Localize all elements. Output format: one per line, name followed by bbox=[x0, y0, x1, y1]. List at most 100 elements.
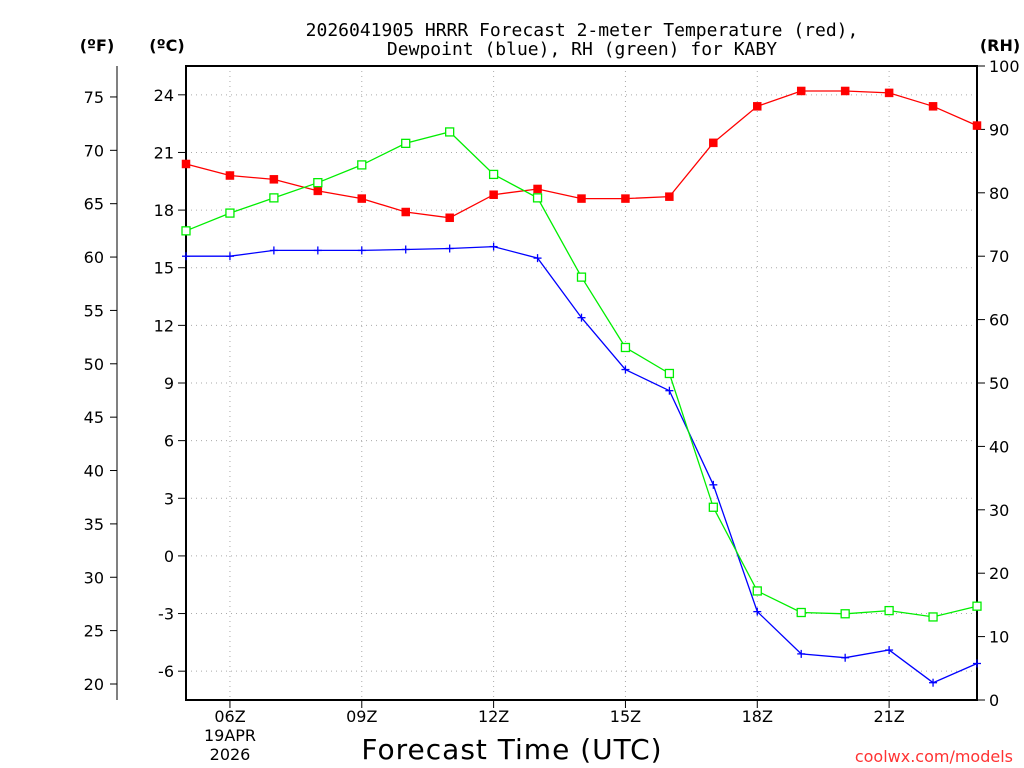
celsius-tick-label: 15 bbox=[154, 259, 174, 278]
rh-point bbox=[928, 612, 938, 622]
dewpoint-point bbox=[225, 252, 234, 261]
rh-point bbox=[225, 208, 235, 218]
dewpoint-point bbox=[621, 365, 630, 374]
chart-title-line-1: 2026041905 HRRR Forecast 2-meter Tempera… bbox=[306, 20, 859, 41]
rh-tick-label: 30 bbox=[989, 501, 1009, 520]
fahrenheit-tick-label: 35 bbox=[84, 515, 104, 534]
dewpoint-point bbox=[182, 252, 190, 261]
celsius-tick-label: -3 bbox=[158, 605, 174, 624]
temperature-point bbox=[796, 86, 806, 96]
dewpoint-point bbox=[973, 659, 981, 668]
rh-tick-label: 10 bbox=[989, 628, 1009, 647]
x-tick-label: 15Z bbox=[610, 707, 641, 726]
rh-point bbox=[972, 601, 982, 611]
rh-tick-label: 60 bbox=[989, 311, 1009, 330]
rh-point bbox=[708, 502, 718, 512]
temperature-point bbox=[401, 207, 410, 217]
temperature-point bbox=[972, 121, 982, 130]
rh-point bbox=[357, 160, 367, 170]
x-axis-title: Forecast Time (UTC) bbox=[361, 733, 662, 766]
temperature-point bbox=[621, 194, 630, 203]
dewpoint-point bbox=[577, 313, 586, 322]
rh-tick-label: 80 bbox=[989, 184, 1009, 203]
rh-point bbox=[313, 178, 323, 188]
x-tick-label: 21Z bbox=[873, 707, 904, 726]
fahrenheit-tick-label: 55 bbox=[84, 301, 104, 320]
temperature-point bbox=[665, 192, 674, 201]
fahrenheit-tick-label: 25 bbox=[84, 622, 104, 641]
celsius-tick-label: -6 bbox=[158, 662, 174, 681]
fahrenheit-tick-label: 75 bbox=[84, 88, 104, 107]
credit-label: coolwx.com/models bbox=[855, 747, 1013, 766]
rh-point bbox=[181, 226, 191, 236]
fahrenheit-tick-label: 20 bbox=[84, 675, 104, 694]
celsius-tick-label: 0 bbox=[164, 547, 174, 566]
temperature-point bbox=[269, 175, 279, 184]
celsius-tick-label: 18 bbox=[154, 201, 174, 220]
x-tick-label: 09Z bbox=[346, 707, 377, 726]
fahrenheit-tick-label: 60 bbox=[84, 248, 104, 267]
x-tick-label: 12Z bbox=[478, 707, 509, 726]
temperature-point bbox=[753, 102, 762, 111]
celsius-axis-unit: (ºC) bbox=[149, 36, 184, 55]
rh-tick-label: 100 bbox=[989, 57, 1020, 76]
x-start-label-line-2: 19APR bbox=[204, 726, 256, 745]
dewpoint-point bbox=[445, 244, 454, 253]
dewpoint-point bbox=[357, 246, 366, 255]
rh-point bbox=[620, 342, 631, 353]
fahrenheit-tick-label: 50 bbox=[84, 355, 104, 374]
rh-point bbox=[488, 169, 499, 180]
celsius-tick-label: 24 bbox=[154, 86, 174, 105]
rh-point bbox=[576, 272, 587, 282]
dewpoint-point bbox=[665, 386, 674, 395]
temperature-point bbox=[225, 171, 235, 180]
rh-tick-label: 0 bbox=[989, 691, 999, 710]
dewpoint-point bbox=[489, 242, 498, 251]
rh-tick-label: 40 bbox=[989, 437, 1009, 456]
dewpoint-point bbox=[841, 653, 850, 662]
dewpoint-point bbox=[269, 246, 278, 255]
temperature-point bbox=[709, 138, 718, 148]
rh-axis-unit: (RH) bbox=[980, 36, 1020, 55]
fahrenheit-tick-label: 70 bbox=[84, 141, 104, 160]
temperature-point bbox=[445, 213, 454, 223]
dewpoint-point bbox=[753, 607, 762, 616]
dewpoint-point bbox=[885, 646, 894, 655]
rh-point bbox=[401, 138, 411, 148]
chart-title-line-2: Dewpoint (blue), RH (green) for KABY bbox=[387, 39, 777, 60]
fahrenheit-axis-unit: (ºF) bbox=[80, 36, 115, 55]
rh-point bbox=[796, 607, 806, 618]
fahrenheit-tick-label: 30 bbox=[84, 568, 104, 587]
temperature-point bbox=[181, 159, 191, 169]
rh-tick-label: 20 bbox=[989, 564, 1009, 583]
temperature-point bbox=[533, 184, 542, 194]
temperature-point bbox=[577, 194, 586, 203]
dewpoint-point bbox=[797, 649, 806, 658]
celsius-tick-label: 21 bbox=[154, 143, 174, 162]
axes: 75706560555045403530252024211815129630-3… bbox=[84, 57, 1020, 726]
dewpoint-point bbox=[929, 678, 938, 687]
temperature-point bbox=[928, 102, 938, 111]
fahrenheit-tick-label: 40 bbox=[84, 462, 104, 481]
celsius-tick-label: 3 bbox=[164, 489, 174, 508]
rh-point bbox=[445, 127, 455, 137]
rh-point bbox=[884, 605, 894, 616]
celsius-tick-label: 12 bbox=[154, 316, 174, 335]
rh-tick-label: 90 bbox=[989, 120, 1009, 139]
temperature-point bbox=[884, 88, 894, 98]
rh-point bbox=[664, 368, 675, 379]
rh-point bbox=[532, 193, 543, 203]
fahrenheit-tick-label: 65 bbox=[84, 195, 104, 214]
rh-point bbox=[840, 609, 850, 619]
temperature-point bbox=[313, 186, 323, 196]
x-tick-label: 18Z bbox=[742, 707, 773, 726]
temperature-point bbox=[489, 190, 498, 199]
celsius-tick-label: 6 bbox=[164, 432, 174, 451]
x-start-label-line-3: 2026 bbox=[210, 745, 251, 764]
rh-tick-label: 50 bbox=[989, 374, 1009, 393]
rh-tick-label: 70 bbox=[989, 247, 1009, 266]
dewpoint-point bbox=[313, 246, 322, 255]
rh-point bbox=[269, 193, 279, 203]
